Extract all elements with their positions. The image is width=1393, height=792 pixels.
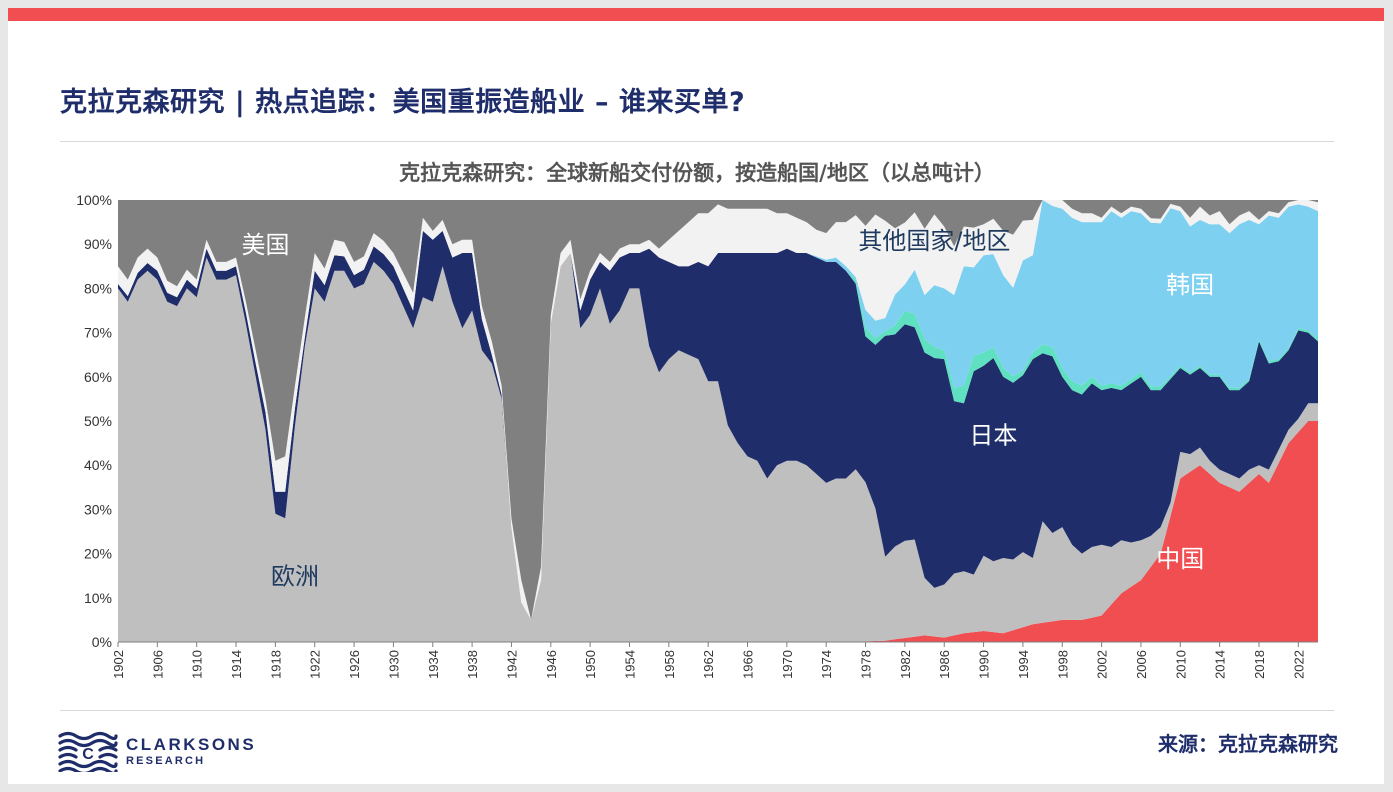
x-tick-label: 2010 (1173, 650, 1188, 679)
series-label-other: 其他国家/地区 (858, 227, 1010, 255)
y-tick-label: 50% (84, 413, 112, 429)
clarksons-logo: C CLARKSONS RESEARCH (58, 730, 288, 776)
x-tick-label: 1974 (819, 650, 834, 679)
x-tick-label: 1994 (1016, 650, 1031, 679)
x-tick-label: 1990 (977, 650, 992, 679)
x-tick-label: 2014 (1213, 650, 1228, 679)
x-tick-label: 2002 (1095, 650, 1110, 679)
series-label-europe: 欧洲 (271, 563, 319, 591)
y-tick-label: 100% (76, 192, 112, 208)
slide: 克拉克森研究 | 热点追踪：美国重振造船业 – 谁来买单? 克拉克森研究：全球新… (8, 8, 1384, 784)
area-korea (118, 200, 1318, 620)
divider-bottom (60, 710, 1334, 711)
x-tick-label: 1946 (544, 650, 559, 679)
x-tick-label: 1930 (386, 650, 401, 679)
logo-wordmark: CLARKSONS (126, 735, 257, 754)
x-tick-label: 1914 (229, 650, 244, 679)
x-tick-label: 1986 (937, 650, 952, 679)
x-tick-label: 1938 (465, 650, 480, 679)
y-tick-label: 0% (92, 634, 112, 650)
x-tick-label: 1902 (111, 650, 126, 679)
x-tick-label: 1982 (898, 650, 913, 679)
y-tick-label: 20% (84, 546, 112, 562)
y-tick-label: 80% (84, 280, 112, 296)
area-europe (118, 253, 1318, 642)
x-tick-label: 1978 (859, 650, 874, 679)
x-tick-label: 1918 (268, 650, 283, 679)
x-tick-label: 2006 (1134, 650, 1149, 679)
y-tick-label: 70% (84, 325, 112, 341)
y-axis: 0% 10% 20% 30% 40% 50% 60% 70% 80% 90% 100% (76, 192, 1318, 650)
x-tick-label: 1906 (150, 650, 165, 679)
series-label-japan: 日本 (969, 421, 1017, 449)
x-tick-label: 1922 (308, 650, 323, 679)
series-label-usa: 美国 (242, 231, 290, 259)
logo-letter: C (82, 746, 94, 763)
area-china (118, 421, 1318, 642)
x-tick-label: 1970 (780, 650, 795, 679)
y-tick-label: 30% (84, 501, 112, 517)
x-tick-label: 2022 (1291, 650, 1306, 679)
x-tick-label: 1962 (701, 650, 716, 679)
source-note: 来源：克拉克森研究 (1158, 732, 1338, 756)
x-tick-label: 1958 (662, 650, 677, 679)
x-tick-label: 1954 (622, 650, 637, 679)
area-layers (118, 200, 1318, 642)
series-label-korea: 韩国 (1166, 271, 1214, 299)
y-tick-label: 60% (84, 369, 112, 385)
wave-logo-icon: C (58, 731, 118, 776)
y-tick-label: 40% (84, 457, 112, 473)
x-tick-label: 1910 (190, 650, 205, 679)
x-tick-label: 1934 (426, 650, 441, 679)
x-tick-label: 1998 (1055, 650, 1070, 679)
x-axis: 1902 1906 1910 1914 1918 1922 1926 1930 1934 1938… (111, 642, 1306, 679)
y-tick-label: 10% (84, 590, 112, 606)
logo-subtitle: RESEARCH (126, 755, 206, 767)
x-tick-label: 2018 (1252, 650, 1267, 679)
series-label-china: 中国 (1156, 545, 1204, 573)
y-tick-label: 90% (84, 236, 112, 252)
x-tick-label: 1950 (583, 650, 598, 679)
divider-top (60, 141, 1334, 142)
x-tick-label: 1926 (347, 650, 362, 679)
area-usa (118, 200, 1318, 620)
x-tick-label: 1966 (741, 650, 756, 679)
x-tick-label: 1942 (504, 650, 519, 679)
area-japan (118, 230, 1318, 620)
chart-title: 克拉克森研究：全球新船交付份额，按造船国/地区（以总吨计） (399, 161, 995, 185)
page-title: 克拉克森研究 | 热点追踪：美国重振造船业 – 谁来买单? (60, 87, 746, 118)
accent-bar (8, 8, 1384, 21)
